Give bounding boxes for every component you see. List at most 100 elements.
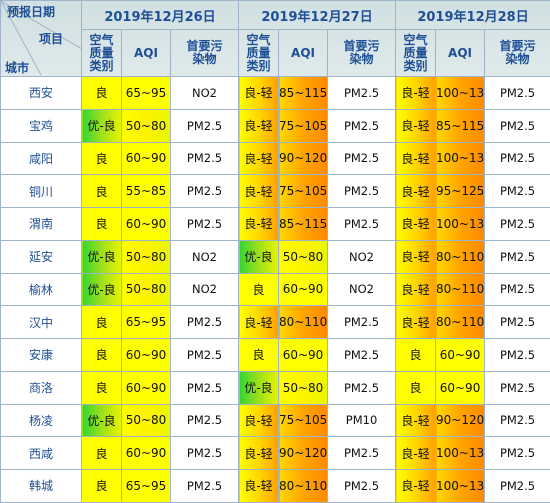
aqi-cell: 85~115 [436, 109, 485, 142]
level-cell: 良-轻 [239, 470, 279, 503]
table-row: 西咸良60~90PM2.5良-轻90~120PM2.5良-轻100~130PM2… [1, 437, 550, 470]
aqi-cell: 65~95 [122, 77, 171, 110]
city-cell: 西安 [1, 77, 82, 110]
aqi-cell: 60~90 [436, 339, 485, 372]
aqi-cell: 80~110 [279, 306, 328, 339]
aqi-cell: 60~90 [122, 142, 171, 175]
aqi-cell: 80~110 [436, 306, 485, 339]
level-cell: 良-轻 [396, 208, 436, 241]
col-pollutant-header: 首要污染物 [171, 30, 239, 77]
city-label: 城市 [5, 59, 29, 76]
city-cell: 商洛 [1, 371, 82, 404]
date-header-2: 2019年12月27日 [239, 1, 396, 30]
level-cell: 良 [239, 273, 279, 306]
aqi-cell: 85~115 [279, 77, 328, 110]
col-level-header: 空气质量类别 [239, 30, 279, 77]
aqi-cell: 60~90 [122, 371, 171, 404]
city-cell: 西咸 [1, 437, 82, 470]
level-cell: 良-轻 [396, 470, 436, 503]
city-cell: 榆林 [1, 273, 82, 306]
pollutant-cell: PM2.5 [171, 109, 239, 142]
aqi-cell: 100~130 [436, 77, 485, 110]
level-cell: 良 [82, 371, 122, 404]
aqi-cell: 60~90 [279, 339, 328, 372]
level-cell: 良-轻 [396, 273, 436, 306]
aqi-cell: 85~115 [279, 208, 328, 241]
aqi-cell: 60~90 [122, 339, 171, 372]
pollutant-cell: PM2.5 [171, 470, 239, 503]
item-label: 项目 [39, 30, 63, 47]
pollutant-cell: PM2.5 [485, 437, 550, 470]
pollutant-cell: PM2.5 [171, 404, 239, 437]
level-cell: 良-轻 [239, 306, 279, 339]
aqi-cell: 100~130 [436, 470, 485, 503]
pollutant-cell: PM2.5 [485, 109, 550, 142]
pollutant-cell: PM2.5 [328, 470, 396, 503]
aqi-cell: 75~105 [279, 175, 328, 208]
aqi-cell: 50~80 [279, 371, 328, 404]
level-cell: 良 [82, 142, 122, 175]
level-cell: 良-轻 [396, 175, 436, 208]
pollutant-cell: PM10 [328, 404, 396, 437]
aqi-cell: 75~105 [279, 109, 328, 142]
aqi-cell: 60~90 [436, 371, 485, 404]
aqi-cell: 80~110 [436, 273, 485, 306]
forecast-date-label: 预报日期 [7, 3, 55, 20]
pollutant-cell: NO2 [171, 273, 239, 306]
col-pollutant-header: 首要污染物 [328, 30, 396, 77]
level-cell: 良 [82, 437, 122, 470]
level-cell: 良-轻 [239, 77, 279, 110]
table-row: 咸阳良60~90PM2.5良-轻90~120PM2.5良-轻100~130PM2… [1, 142, 550, 175]
level-cell: 良-轻 [396, 142, 436, 175]
date-header-3: 2019年12月28日 [396, 1, 550, 30]
level-cell: 良-轻 [396, 437, 436, 470]
pollutant-cell: PM2.5 [485, 240, 550, 273]
col-level-header: 空气质量类别 [396, 30, 436, 77]
pollutant-cell: PM2.5 [328, 306, 396, 339]
header-corner-cell: 预报日期 项目 城市 [1, 1, 82, 77]
level-cell: 优-良 [82, 109, 122, 142]
aqi-cell: 50~80 [122, 240, 171, 273]
level-cell: 良-轻 [239, 437, 279, 470]
city-cell: 韩城 [1, 470, 82, 503]
col-aqi-header: AQI [279, 30, 328, 77]
level-cell: 良 [82, 306, 122, 339]
aqi-cell: 50~80 [122, 109, 171, 142]
col-aqi-header: AQI [122, 30, 171, 77]
pollutant-cell: PM2.5 [328, 175, 396, 208]
city-cell: 杨凌 [1, 404, 82, 437]
level-cell: 良 [82, 175, 122, 208]
aqi-cell: 95~125 [436, 175, 485, 208]
level-cell: 优-良 [239, 371, 279, 404]
aqi-cell: 50~80 [122, 273, 171, 306]
aqi-cell: 100~130 [436, 142, 485, 175]
table-row: 韩城良65~95PM2.5良-轻80~110PM2.5良-轻100~130PM2… [1, 470, 550, 503]
pollutant-cell: PM2.5 [171, 175, 239, 208]
aqi-cell: 50~80 [122, 404, 171, 437]
level-cell: 良-轻 [396, 77, 436, 110]
table-row: 渭南良60~90PM2.5良-轻85~115PM2.5良-轻100~130PM2… [1, 208, 550, 241]
aqi-cell: 75~105 [279, 404, 328, 437]
pollutant-cell: PM2.5 [485, 339, 550, 372]
aqi-cell: 90~120 [436, 404, 485, 437]
aqi-cell: 80~110 [436, 240, 485, 273]
level-cell: 优-良 [239, 240, 279, 273]
header-column-row: 空气质量类别 AQI 首要污染物 空气质量类别 AQI 首要污染物 空气质量类别… [1, 30, 550, 77]
city-cell: 渭南 [1, 208, 82, 241]
pollutant-cell: PM2.5 [328, 339, 396, 372]
level-cell: 良-轻 [396, 240, 436, 273]
aqi-cell: 65~95 [122, 306, 171, 339]
level-cell: 良-轻 [239, 142, 279, 175]
col-aqi-header: AQI [436, 30, 485, 77]
col-pollutant-header: 首要污染物 [485, 30, 550, 77]
city-cell: 安康 [1, 339, 82, 372]
level-cell: 良-轻 [396, 109, 436, 142]
pollutant-cell: PM2.5 [171, 306, 239, 339]
pollutant-cell: PM2.5 [328, 142, 396, 175]
